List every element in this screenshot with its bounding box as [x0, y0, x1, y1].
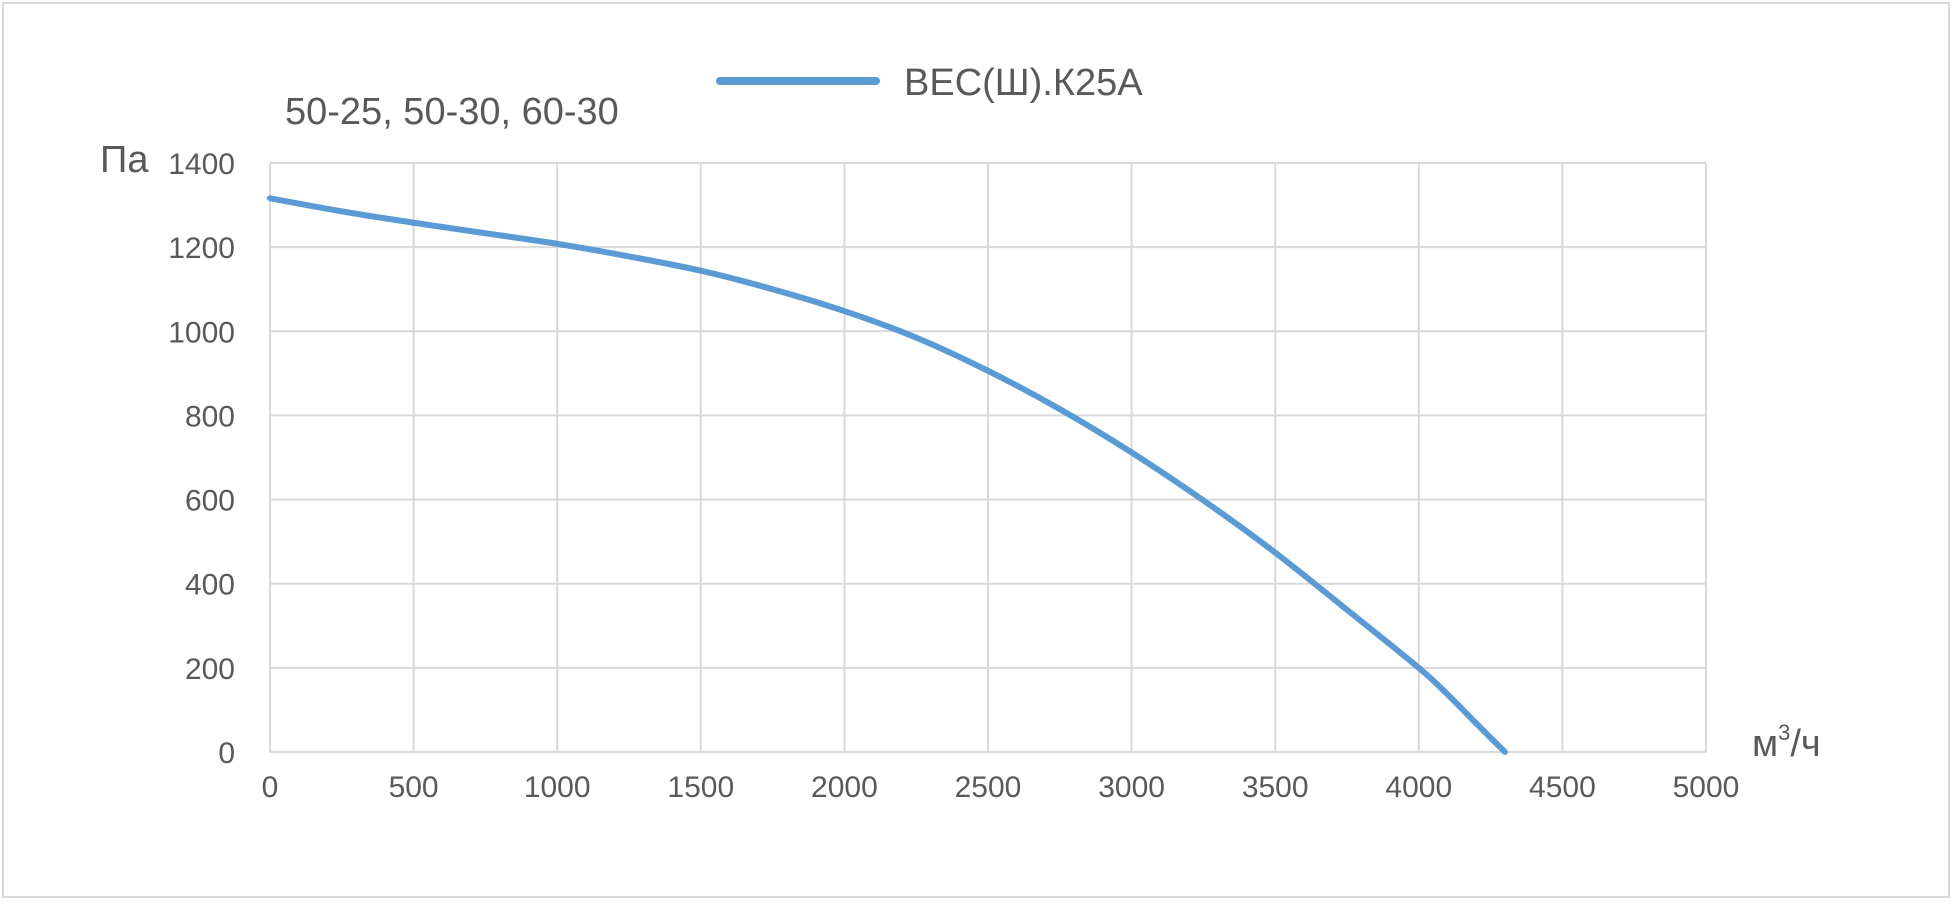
legend-label: ВЕС(Ш).К25А	[904, 62, 1143, 104]
x-tick-label: 3500	[1242, 771, 1309, 804]
x-axis-label-superscript: 3	[1778, 720, 1790, 745]
y-tick-label: 1000	[168, 316, 235, 349]
y-tick-label: 1400	[168, 148, 235, 181]
y-axis-tick-labels: 0 200 400 600 800 1000 1200 1400	[168, 148, 235, 770]
x-axis-label-base: м	[1752, 723, 1778, 765]
x-tick-label: 1500	[667, 771, 734, 804]
y-tick-label: 0	[218, 737, 235, 770]
y-axis-label: Па	[100, 139, 149, 181]
x-tick-label: 2500	[955, 771, 1022, 804]
x-tick-label: 0	[262, 771, 279, 804]
x-tick-label: 3000	[1098, 771, 1165, 804]
x-tick-label: 4000	[1385, 771, 1452, 804]
x-axis-label-tail: /ч	[1790, 723, 1820, 765]
x-axis-tick-labels: 0 500 1000 1500 2000 2500 3000 3500 4000 4500 5000	[262, 771, 1740, 804]
x-tick-label: 4500	[1529, 771, 1596, 804]
x-tick-label: 1000	[524, 771, 591, 804]
gridlines	[269, 162, 1707, 753]
y-tick-label: 1200	[168, 232, 235, 265]
x-tick-label: 5000	[1673, 771, 1740, 804]
y-tick-label: 800	[185, 400, 235, 433]
y-tick-label: 400	[185, 569, 235, 602]
y-tick-label: 200	[185, 653, 235, 686]
series-line	[267, 195, 1508, 755]
chart-title: 50-25, 50-30, 60-30	[285, 91, 619, 133]
x-tick-label: 2000	[811, 771, 878, 804]
x-tick-label: 500	[389, 771, 439, 804]
y-tick-label: 600	[185, 485, 235, 518]
x-axis-label: м3/ч	[1752, 720, 1821, 765]
